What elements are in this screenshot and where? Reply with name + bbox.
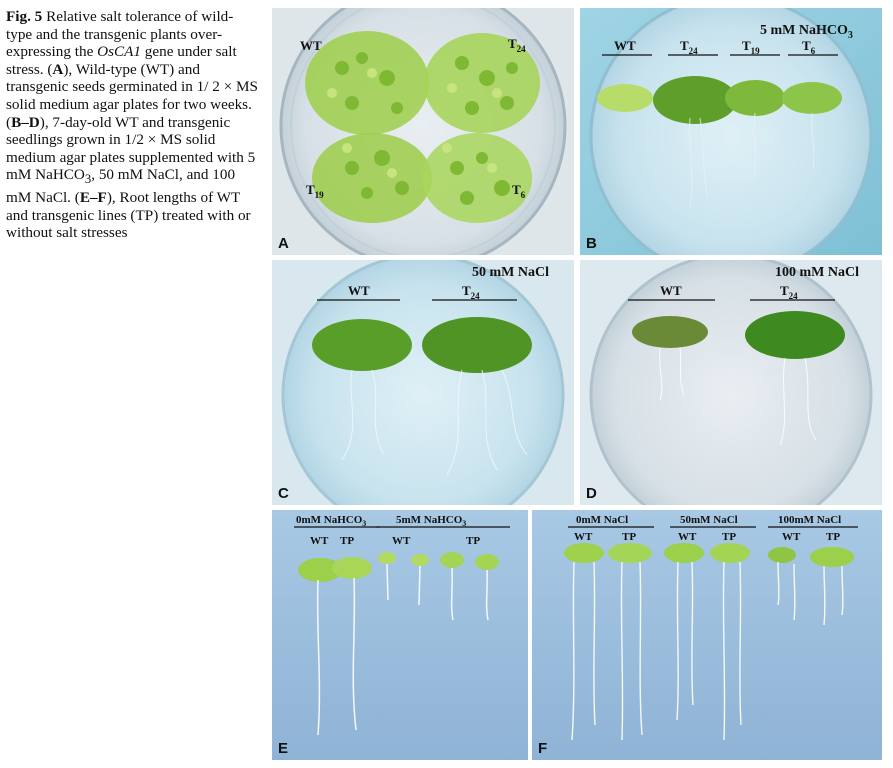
caption-text-4: ), 7-day-old WT and transgenic seedlings…	[6, 113, 256, 184]
panel-letter-a: A	[278, 235, 289, 252]
group-label-100mm-nacl: 100mM NaCl	[778, 514, 841, 526]
panel-e: 0mM NaHCO3 5mM NaHCO3 WT TP WT TP	[272, 510, 528, 760]
panel-a: WT T24 T19 T6 A	[272, 8, 574, 255]
group-label-0mm-nahco3: 0mM NaHCO3	[296, 514, 366, 528]
caption-text-1: Relative salt tolerance of wild-type and…	[6, 8, 234, 61]
panel-c: 50 mM NaCl WT T24 C	[272, 260, 574, 505]
caption-text-2: gene under salt stress. (	[6, 43, 237, 78]
label-t19: T19	[742, 38, 760, 56]
caption-gene: OsCA1	[97, 43, 141, 61]
label-wt: WT	[300, 38, 322, 53]
label-wt: WT	[574, 531, 593, 543]
caption-ref-a: A	[52, 60, 64, 78]
label-t6: T6	[802, 38, 816, 56]
caption-text-6: ), Root lengths of WT and transgenic lin…	[6, 188, 251, 242]
panel-letter-e: E	[278, 740, 288, 757]
label-wt: WT	[660, 283, 682, 298]
caption-text-5: , 50 mM NaCl, and 100 mM NaCl. (	[6, 166, 236, 206]
group-label-0mm-nacl: 0mM NaCl	[576, 514, 628, 526]
caption-ref-bd: B–D	[11, 113, 40, 131]
label-t19: T19	[306, 182, 324, 200]
seedlings-cluster-a	[305, 31, 540, 223]
label-tp: TP	[826, 531, 840, 543]
caption-sub-3: 3	[84, 172, 92, 187]
label-tp: TP	[722, 531, 736, 543]
label-t24: T24	[508, 36, 526, 54]
title-d: 100 mM NaCl	[775, 265, 859, 280]
label-wt: WT	[348, 283, 370, 298]
label-tp: TP	[622, 531, 636, 543]
label-wt: WT	[310, 535, 329, 547]
panel-b: 5 mM NaHCO3 WT T24 T19 T6 B	[580, 8, 882, 255]
seedlings-row-c	[312, 317, 532, 476]
seedlings-row-e	[298, 552, 499, 736]
panel-letter-c: C	[278, 485, 289, 502]
panel-letter-d: D	[586, 485, 597, 502]
label-tp: TP	[466, 535, 480, 547]
seedlings-row-b	[597, 76, 842, 209]
figure-caption: Fig. 5 Relative salt tolerance of wild-t…	[6, 8, 258, 242]
figure-label: Fig. 5	[6, 8, 43, 25]
label-t24: T24	[462, 283, 480, 301]
label-wt: WT	[614, 38, 636, 53]
seedlings-row-d	[632, 311, 845, 446]
label-t24: T24	[680, 38, 698, 56]
group-label-50mm-nacl: 50mM NaCl	[680, 514, 738, 526]
seedlings-row-f	[564, 543, 854, 741]
label-wt: WT	[782, 531, 801, 543]
group-label-5mm-nahco3: 5mM NaHCO3	[396, 514, 466, 528]
label-wt: WT	[678, 531, 697, 543]
label-tp: TP	[340, 535, 354, 547]
label-wt: WT	[392, 535, 411, 547]
panel-d: 100 mM NaCl WT T24 D	[580, 260, 882, 505]
title-b: 5 mM NaHCO3	[760, 23, 853, 41]
label-t6: T6	[512, 182, 526, 200]
panel-letter-b: B	[586, 235, 597, 252]
panel-letter-f: F	[538, 740, 547, 757]
label-t24: T24	[780, 283, 798, 301]
title-c: 50 mM NaCl	[472, 265, 549, 280]
caption-ref-ef: E–F	[79, 188, 107, 206]
caption-text-3: ), Wild-type (WT) and transgenic seeds g…	[6, 60, 258, 131]
panel-f: 0mM NaCl 50mM NaCl 100mM NaCl WT TP WT T…	[532, 510, 882, 760]
